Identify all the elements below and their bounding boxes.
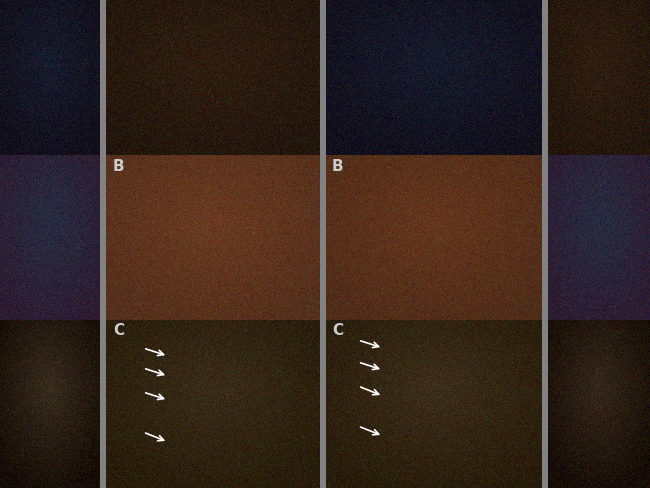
Text: C: C — [332, 323, 343, 338]
Text: C: C — [113, 323, 124, 338]
Text: B: B — [332, 159, 344, 174]
Text: B: B — [113, 159, 125, 174]
